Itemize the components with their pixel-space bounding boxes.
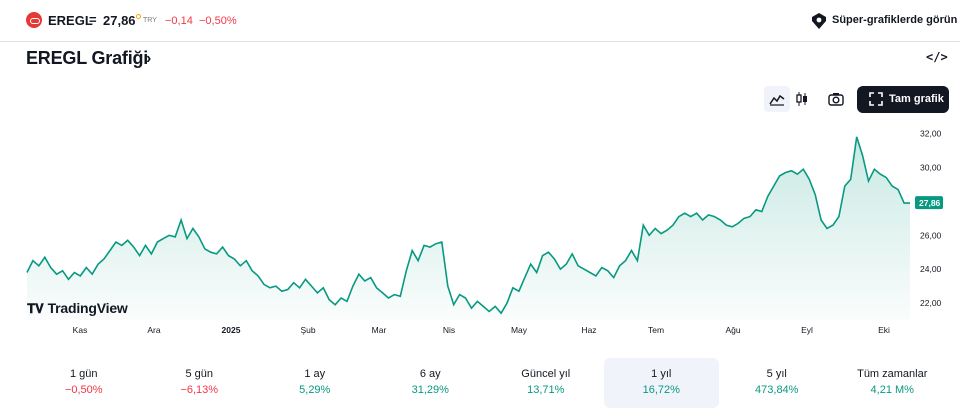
ticker-currency: TRY xyxy=(143,17,157,24)
area-chart-icon[interactable] xyxy=(764,86,790,112)
x-tick-label: Kas xyxy=(73,325,88,335)
super-chart-icon[interactable] xyxy=(810,12,828,30)
y-tick-label: 24,00 xyxy=(920,264,942,274)
x-tick-label: Şub xyxy=(300,325,315,335)
x-tick-label: Ara xyxy=(147,325,161,335)
period-change: 16,72% xyxy=(642,384,680,396)
period-change: 4,21 M% xyxy=(870,384,914,396)
y-tick-label: 30,00 xyxy=(920,163,942,173)
chevron-right-icon[interactable]: › xyxy=(146,50,152,67)
x-tick-label: Haz xyxy=(581,325,596,335)
period-label: 6 ay xyxy=(419,368,441,380)
ticker-separator: = xyxy=(89,12,97,27)
period-change: −0,50% xyxy=(64,384,103,396)
x-tick-label: Nis xyxy=(443,325,455,335)
period-label: 1 gün xyxy=(69,368,98,380)
ticker-symbol[interactable]: EREGL xyxy=(48,13,93,28)
ticker-change: −0,14 xyxy=(165,15,193,27)
x-tick-label: Eyl xyxy=(801,325,813,335)
period-label: Tüm zamanlar xyxy=(857,368,928,380)
page-title[interactable]: EREGL Grafiği xyxy=(26,48,149,68)
tradingview-label: TradingView xyxy=(47,300,128,316)
last-price-label: 27,86 xyxy=(919,198,941,208)
candlestick-icon[interactable] xyxy=(789,86,815,112)
last-price-tag xyxy=(915,196,943,210)
y-tick-label: 26,00 xyxy=(920,230,942,240)
y-tick-label: 22,00 xyxy=(920,298,942,308)
price-chart[interactable]: 32,0030,0028,0026,0024,0022,0027,86KasAr… xyxy=(0,120,960,340)
x-tick-label: Eki xyxy=(878,325,890,335)
embed-code-icon[interactable]: </> xyxy=(926,50,948,64)
period-tab[interactable]: Güncel yıl 13,71% xyxy=(488,358,604,408)
period-tab[interactable]: 1 yıl 16,72% xyxy=(603,358,719,408)
x-tick-label: May xyxy=(511,325,528,335)
period-label: Güncel yıl xyxy=(521,368,571,380)
x-tick-label: Tem xyxy=(648,325,664,335)
ticker-bar: EREGL = 27,86 TRY −0,14 −0,50% Süper-gra… xyxy=(0,0,960,42)
symbol-logo-icon xyxy=(26,12,42,28)
camera-icon[interactable] xyxy=(823,86,849,112)
ticker-change-percent: −0,50% xyxy=(199,15,237,27)
period-tab[interactable]: 6 ay 31,29% xyxy=(373,358,489,408)
tradingview-logo-icon: 𝐓𝐕 xyxy=(27,302,44,317)
period-label: 5 yıl xyxy=(766,368,787,380)
tradingview-logo[interactable]: 𝐓𝐕 TradingView xyxy=(27,300,128,317)
price-area-fill xyxy=(27,136,910,320)
period-tab[interactable]: Tüm zamanlar 4,21 M% xyxy=(835,358,951,408)
period-tab[interactable]: 5 gün −6,13% xyxy=(142,358,258,408)
period-tab[interactable]: 1 gün −0,50% xyxy=(26,358,142,408)
period-change: 473,84% xyxy=(755,384,799,396)
period-change: 31,29% xyxy=(411,384,449,396)
market-status-icon xyxy=(136,14,141,19)
price-line xyxy=(26,136,910,315)
super-charts-link[interactable]: Süper-grafiklerde görün xyxy=(832,14,958,26)
period-tab[interactable]: 5 yıl 473,84% xyxy=(719,358,835,408)
y-tick-label: 32,00 xyxy=(920,129,942,139)
full-chart-button[interactable]: Tam grafik xyxy=(857,86,949,113)
ticker-price: 27,86 xyxy=(103,13,136,28)
period-change: 13,71% xyxy=(527,384,565,396)
period-label: 5 gün xyxy=(185,368,214,380)
x-tick-label: Ağu xyxy=(725,325,740,335)
period-label: 1 ay xyxy=(304,368,326,380)
x-tick-label: 2025 xyxy=(222,325,241,335)
full-chart-label: Tam grafik xyxy=(889,93,944,105)
fullscreen-icon xyxy=(869,92,883,106)
period-change: 5,29% xyxy=(299,384,331,396)
x-tick-label: Mar xyxy=(372,325,387,335)
period-selector: 1 gün −0,50% 5 gün −6,13% 1 ay 5,29% 6 ay 31,29… xyxy=(26,358,950,408)
period-label: 1 yıl xyxy=(651,368,672,380)
period-change: −6,13% xyxy=(180,384,219,396)
period-tab[interactable]: 1 ay 5,29% xyxy=(257,358,373,408)
